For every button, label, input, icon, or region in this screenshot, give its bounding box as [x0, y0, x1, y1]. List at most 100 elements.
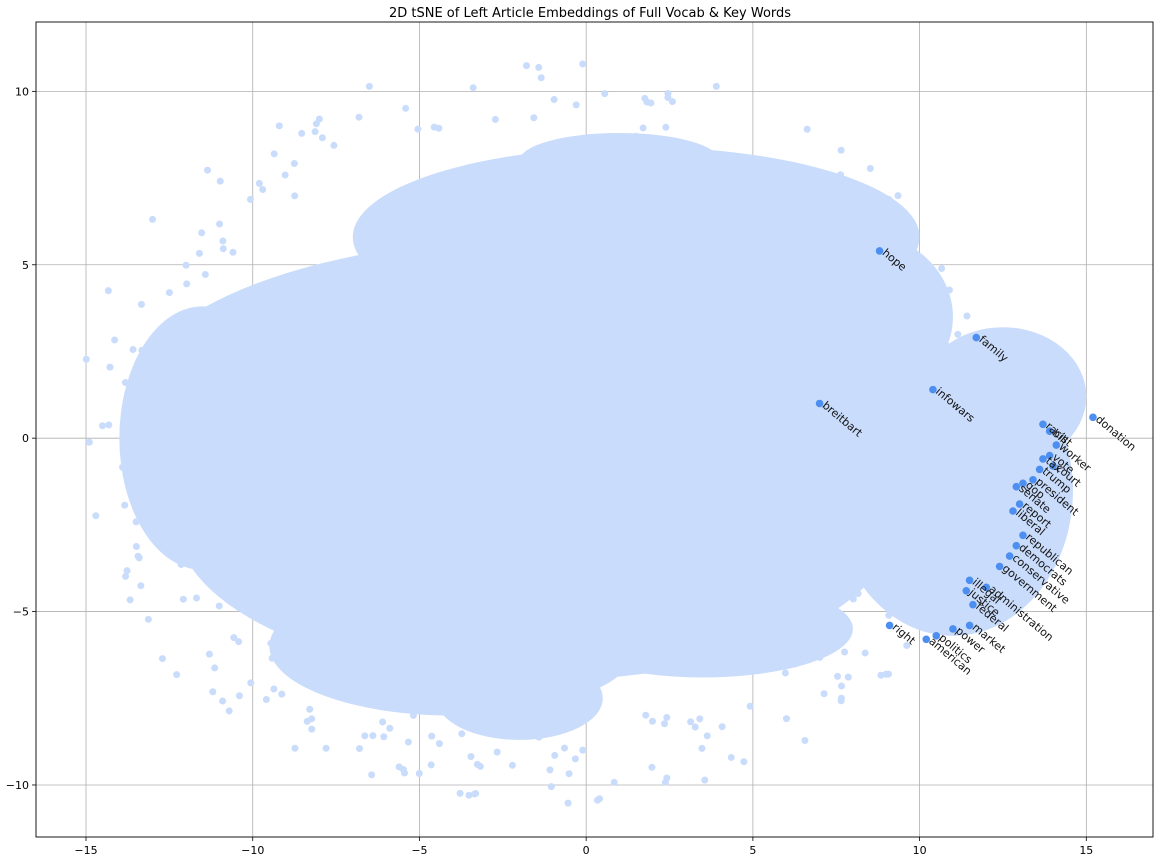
- key-word-point: [1045, 427, 1054, 436]
- vocab-point: [664, 94, 672, 102]
- vocab-point: [550, 96, 558, 104]
- x-tick-label: −10: [241, 844, 264, 857]
- vocab-point: [298, 129, 306, 137]
- vocab-point: [885, 611, 893, 619]
- key-word-point: [949, 625, 957, 633]
- vocab-point: [572, 101, 580, 109]
- vocab-point: [193, 594, 201, 602]
- vocab-point: [104, 287, 112, 295]
- key-word-point: [932, 632, 941, 640]
- vocab-point: [219, 245, 227, 253]
- vocab-point: [849, 595, 857, 603]
- vocab-point: [268, 654, 276, 662]
- vocab-point: [994, 424, 1002, 432]
- key-word-point: [875, 247, 884, 255]
- x-tick-label: 10: [913, 844, 927, 857]
- vocab-point: [910, 313, 918, 321]
- vocab-point: [909, 615, 917, 623]
- vocab-point: [92, 512, 100, 520]
- vocab-point: [866, 164, 874, 172]
- vocab-point: [235, 692, 243, 700]
- vocab-point: [404, 738, 412, 746]
- vocab-point: [386, 724, 394, 732]
- vocab-point: [837, 697, 845, 705]
- vocab-point: [828, 639, 836, 647]
- key-word-point: [1009, 507, 1017, 515]
- vocab-point: [430, 123, 438, 131]
- vocab-point: [899, 236, 907, 244]
- vocab-point: [641, 94, 649, 102]
- vocab-point: [701, 776, 709, 784]
- vocab-point: [312, 120, 320, 128]
- vocab-point: [201, 270, 209, 278]
- vocab-point: [790, 178, 798, 186]
- x-tick-label: 15: [1079, 844, 1093, 857]
- vocab-point: [311, 128, 319, 136]
- vocab-point: [144, 615, 152, 623]
- vocab-point: [654, 145, 662, 153]
- vocab-point: [361, 732, 369, 740]
- vocab-point: [126, 596, 134, 604]
- vocab-point: [140, 456, 148, 464]
- vocab-point: [119, 463, 127, 471]
- vocab-point: [791, 660, 799, 668]
- vocab-point: [1002, 420, 1010, 428]
- vocab-point: [143, 444, 151, 452]
- vocab-point: [275, 122, 283, 130]
- vocab-point: [956, 541, 964, 549]
- vocab-point: [229, 248, 237, 256]
- vocab-point: [111, 336, 119, 344]
- vocab-point: [782, 715, 790, 723]
- vocab-point: [564, 799, 572, 807]
- key-word-label: donation: [1093, 413, 1139, 454]
- vocab-point: [718, 723, 726, 731]
- vocab-point: [129, 345, 137, 353]
- vocab-point: [303, 717, 311, 725]
- vocab-point: [380, 733, 388, 741]
- vocab-point: [668, 98, 676, 106]
- vocab-point: [82, 355, 90, 363]
- vocab-point: [991, 526, 999, 534]
- key-word-point: [1039, 455, 1047, 463]
- vocab-point: [917, 439, 925, 447]
- vocab-point: [179, 595, 187, 603]
- vocab-point: [137, 300, 145, 308]
- vocab-point: [473, 760, 481, 768]
- vocab-point: [718, 151, 726, 159]
- vocab-cloud-blob: [552, 580, 853, 678]
- vocab-point: [330, 141, 338, 149]
- x-tick-label: 0: [583, 844, 590, 857]
- vocab-point: [355, 745, 363, 753]
- vocab-point: [913, 357, 921, 365]
- vocab-point: [106, 363, 114, 371]
- vocab-point: [902, 273, 910, 281]
- vocab-point: [830, 613, 838, 621]
- vocab-point: [594, 796, 602, 804]
- vocab-point: [182, 261, 190, 269]
- axes-frame: [35, 21, 1154, 838]
- vocab-point: [802, 215, 810, 223]
- axis-ticks: −15 −10 −5 0 5 10 15 −10 −5 0 5 10: [6, 85, 1094, 857]
- vocab-point: [219, 697, 227, 705]
- vocab-point: [884, 305, 892, 313]
- vocab-point: [931, 620, 939, 628]
- vocab-point: [971, 527, 979, 535]
- vocab-point: [837, 171, 845, 179]
- vocab-point: [149, 215, 157, 223]
- vocab-point: [647, 99, 655, 107]
- vocab-point: [85, 438, 93, 446]
- vocab-point: [491, 115, 499, 123]
- vocab-point: [138, 346, 146, 354]
- vocab-point: [467, 753, 475, 761]
- vocab-point: [712, 82, 720, 90]
- vocab-point: [935, 556, 943, 564]
- vocab-point: [195, 249, 203, 257]
- key-word-point: [1012, 482, 1021, 491]
- vocab-point: [952, 440, 960, 448]
- vocab-point: [216, 177, 224, 185]
- vocab-point: [211, 664, 219, 672]
- vocab-point: [123, 567, 131, 575]
- vocab-point: [535, 63, 543, 71]
- vocab-point: [938, 596, 946, 604]
